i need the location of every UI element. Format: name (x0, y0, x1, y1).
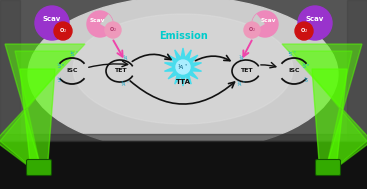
Text: $^1\!S^n$: $^1\!S^n$ (301, 61, 310, 71)
Circle shape (252, 11, 278, 37)
Polygon shape (347, 0, 367, 189)
Polygon shape (164, 48, 201, 86)
Polygon shape (312, 69, 347, 161)
Polygon shape (292, 51, 367, 174)
Text: $^1\!S^*$: $^1\!S^*$ (69, 49, 79, 59)
Polygon shape (20, 69, 55, 161)
Wedge shape (252, 14, 265, 30)
Circle shape (105, 22, 121, 38)
Circle shape (244, 22, 260, 38)
Text: O$_2$: O$_2$ (59, 26, 67, 36)
Text: Scav: Scav (89, 19, 105, 23)
Text: $^1\!A$: $^1\!A$ (237, 53, 244, 63)
Ellipse shape (73, 14, 293, 124)
Text: $^1\!S^n$: $^1\!S^n$ (56, 61, 65, 71)
Polygon shape (0, 134, 367, 141)
Text: Scav: Scav (306, 16, 324, 22)
Text: Emission: Emission (159, 31, 207, 41)
Text: $^1\!A^*$: $^1\!A^*$ (177, 62, 189, 72)
Text: Scav: Scav (260, 19, 276, 23)
Text: Scav: Scav (43, 16, 61, 22)
Circle shape (295, 22, 313, 40)
Circle shape (54, 22, 72, 40)
Circle shape (35, 6, 69, 40)
FancyBboxPatch shape (316, 160, 341, 176)
FancyBboxPatch shape (26, 160, 51, 176)
Text: $^3\!S$: $^3\!S$ (304, 75, 310, 85)
Text: O$_2$: O$_2$ (248, 26, 256, 34)
Text: $^3\!A^*$: $^3\!A^*$ (120, 79, 130, 89)
Polygon shape (0, 141, 367, 189)
Polygon shape (0, 44, 85, 174)
Text: $^1\!A$: $^1\!A$ (121, 53, 128, 63)
Text: $^1\!S^*$: $^1\!S^*$ (287, 49, 297, 59)
Text: O$_2$: O$_2$ (300, 26, 308, 36)
Text: ISC: ISC (66, 68, 78, 74)
Text: TET: TET (114, 68, 126, 74)
Text: O$_2$: O$_2$ (109, 26, 117, 34)
Text: TET: TET (240, 68, 252, 74)
Text: ISC: ISC (288, 68, 300, 74)
Ellipse shape (28, 0, 338, 152)
Circle shape (298, 6, 332, 40)
Polygon shape (0, 51, 75, 174)
Polygon shape (282, 44, 367, 174)
Circle shape (87, 11, 113, 37)
Wedge shape (100, 14, 113, 30)
Text: TTA: TTA (175, 79, 190, 85)
Circle shape (176, 60, 190, 74)
Text: $^1\!A^*$: $^1\!A^*$ (236, 79, 246, 89)
Text: $^3\!S$: $^3\!S$ (56, 75, 62, 85)
Polygon shape (0, 0, 20, 189)
